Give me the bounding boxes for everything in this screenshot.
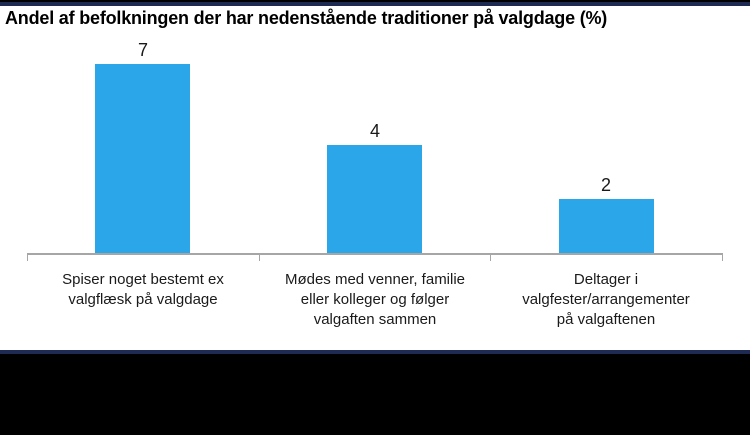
bar (327, 145, 422, 253)
category-label: Deltager i valgfester/arrangementer på val… (484, 270, 728, 330)
category-label-line: Mødes med venner, familie (284, 271, 466, 288)
category-label: Mødes med venner, familie eller kolleger … (253, 270, 497, 330)
value-label: 7 (137, 40, 148, 60)
value-label: 4 (369, 121, 380, 141)
chart-title: Andel af befolkningen der har nedenståen… (5, 8, 608, 28)
top-black-band (0, 0, 750, 2)
category-label-line: valgflæsk på valgdage (68, 291, 218, 308)
category-label-line: valgfester/arrangementer (522, 291, 690, 308)
bottom-black-band (0, 354, 750, 435)
category-label-line: på valgaftenen (556, 311, 656, 328)
x-axis-tick (27, 253, 28, 261)
bar (559, 199, 654, 253)
category-label-line: Spiser noget bestemt ex (62, 271, 224, 288)
bar (95, 64, 190, 253)
category-label-line: Deltager i (573, 271, 639, 288)
bottom-navy-band (0, 350, 750, 354)
category-label-line: eller kolleger og følger (300, 291, 450, 308)
category-label: Spiser noget bestemt ex valgflæsk på valg… (21, 270, 265, 310)
x-axis-tick (490, 253, 491, 261)
x-axis-tick (259, 253, 260, 261)
x-axis-line (27, 253, 722, 255)
value-label: 2 (600, 175, 611, 195)
x-axis-tick (722, 253, 723, 261)
top-navy-band (0, 2, 750, 6)
plot-area: 7 Spiser noget bestemt ex valgflæsk på val… (21, 40, 728, 330)
category-label-line: valgaften sammen (313, 311, 437, 328)
